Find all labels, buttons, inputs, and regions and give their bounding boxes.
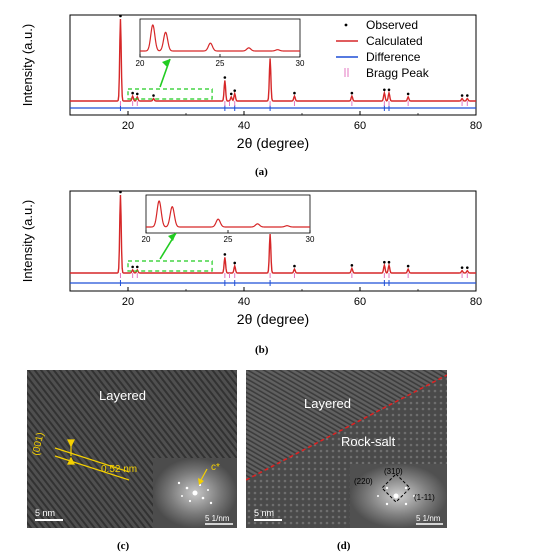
x-axis-label: 2θ (degree) — [237, 135, 309, 151]
axes-frame — [69, 190, 477, 292]
rock-salt-label: Rock-salt — [341, 434, 396, 449]
x-tick-label-40: 40 — [238, 296, 250, 308]
observed-point-14 — [466, 94, 469, 97]
observed-point-0 — [119, 190, 122, 194]
legend-marker-observed — [344, 23, 348, 27]
zoom-arrow-head — [168, 233, 176, 241]
inset-calculated-series — [146, 200, 310, 228]
observed-point-2 — [135, 92, 139, 96]
zoom-region-box — [127, 260, 213, 272]
fft-spots — [177, 481, 213, 505]
zoom-arrow-head — [162, 59, 170, 67]
spacing-marker — [54, 439, 130, 481]
tem-image-d: Layered Rock-salt (310) (220) (1-11) 5 n… — [246, 370, 447, 528]
x-tick-label-40: 40 — [238, 120, 250, 132]
caption-b: (b) — [255, 344, 269, 356]
c-star-arrow — [200, 468, 208, 481]
observed-point-6 — [293, 264, 296, 268]
x-tick-label-60: 60 — [354, 120, 366, 132]
inset-calculated-series — [140, 24, 300, 52]
interface-line — [246, 374, 447, 481]
observed-point-1 — [131, 265, 134, 269]
observed-point-11 — [387, 88, 391, 92]
scale-label: 5 nm — [254, 508, 274, 518]
caption-c: (c) — [117, 540, 130, 552]
observed-point-11 — [460, 266, 464, 269]
legend-entry-2: Difference — [366, 50, 421, 64]
index-box — [381, 473, 411, 503]
layered-label: Layered — [99, 388, 146, 403]
index-310: (310) — [384, 467, 403, 476]
c-star-label: c* — [211, 462, 220, 473]
inset-tick-label-25: 25 — [224, 235, 233, 244]
calculated-series — [70, 18, 476, 102]
observed-point-0 — [119, 14, 122, 18]
xrd-chart-b: 20 40 60 80 2θ (degree) Intensity (a.u.) 20 25 3… — [20, 190, 482, 327]
observed-point-10 — [406, 264, 410, 268]
inset-tick-label-30: 30 — [296, 59, 305, 68]
observed-point-2 — [135, 265, 139, 269]
index-1-11: (1-11) — [414, 493, 435, 502]
inset-tick-label-30: 30 — [306, 235, 315, 244]
spacing-label: 0.52 nm — [101, 464, 137, 475]
observed-point-9 — [350, 91, 354, 95]
observed-point-8 — [383, 260, 386, 264]
tem-d-svg: Layered Rock-salt (310) (220) (1-11) 5 n… — [246, 370, 447, 528]
layered-label: Layered — [304, 396, 351, 411]
legend-entry-3: Bragg Peak — [366, 66, 430, 80]
x-tick-label-60: 60 — [354, 296, 366, 308]
scale-label: 5 nm — [35, 508, 55, 518]
observed-point-3 — [223, 253, 227, 256]
legend-entry-1: Calculated — [366, 34, 423, 48]
observed-point-9 — [387, 260, 391, 264]
zoom-arrow — [159, 58, 171, 88]
observed-point-1 — [131, 91, 134, 95]
fft-spots — [377, 486, 415, 506]
tem-image-c: Layered (001) 0.52 nm c* 5 nm 5 1/nm — [27, 370, 237, 528]
observed-point-4 — [223, 76, 227, 79]
xrd-plot-b: 20 40 60 80 2θ (degree) Intensity (a.u.) 20 25 3… — [20, 185, 490, 340]
x-tick-label-20: 20 — [122, 120, 134, 132]
observed-point-12 — [406, 92, 410, 96]
caption-a: (a) — [255, 166, 268, 178]
observed-point-7 — [350, 264, 354, 267]
observed-point-12 — [466, 266, 469, 269]
x-tick-label-80: 80 — [470, 296, 482, 308]
observed-point-8 — [293, 91, 296, 95]
observed-point-5 — [229, 92, 233, 96]
axes-frame — [69, 14, 477, 116]
tem-c-svg: Layered (001) 0.52 nm c* 5 nm 5 1/nm — [27, 370, 237, 528]
x-axis-label: 2θ (degree) — [237, 311, 309, 327]
observed-point-3 — [152, 94, 155, 97]
legend-entry-0: Observed — [366, 18, 418, 32]
inset-tick-label-20: 20 — [142, 235, 151, 244]
xrd-plot-a: 20 40 60 80 2θ (degree) Intensity (a.u.) 20 25 3… — [20, 5, 490, 165]
zoom-region-box — [127, 88, 213, 100]
index-220: (220) — [354, 477, 373, 486]
y-axis-label: Intensity (a.u.) — [20, 24, 35, 106]
observed-point-4 — [233, 261, 237, 265]
fft-scale-label: 5 1/nm — [416, 514, 441, 523]
observed-point-13 — [460, 94, 464, 97]
inset-tick-label-20: 20 — [136, 59, 145, 68]
x-tick-label-20: 20 — [122, 296, 134, 308]
caption-d: (d) — [337, 540, 351, 552]
xrd-chart-a: 20 40 60 80 2θ (degree) Intensity (a.u.) 20 25 3… — [20, 14, 482, 151]
fft-scale-label: 5 1/nm — [205, 514, 230, 523]
plane-label: (001) — [31, 431, 47, 456]
y-axis-label: Intensity (a.u.) — [20, 200, 35, 282]
observed-point-10 — [383, 88, 386, 92]
layered-region — [246, 370, 447, 480]
x-tick-label-80: 80 — [470, 120, 482, 132]
observed-point-6 — [233, 89, 237, 92]
inset-tick-label-25: 25 — [216, 59, 225, 68]
